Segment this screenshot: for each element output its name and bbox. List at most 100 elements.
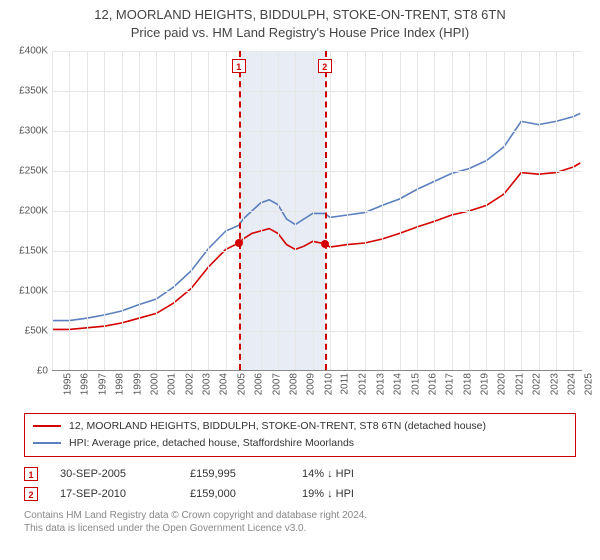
gridline-v <box>382 51 383 370</box>
sale-marker <box>235 239 243 247</box>
footer-line-1: Contains HM Land Registry data © Crown c… <box>24 510 367 521</box>
event-pct: 19% ↓ HPI <box>302 488 354 500</box>
legend-item: HPI: Average price, detached house, Staf… <box>33 435 567 452</box>
x-tick-label: 1995 <box>62 373 73 395</box>
gridline-v <box>122 51 123 370</box>
event-price: £159,000 <box>190 488 280 500</box>
gridline-v <box>521 51 522 370</box>
gridline-v <box>486 51 487 370</box>
gridline-v <box>104 51 105 370</box>
gridline-v <box>208 51 209 370</box>
legend-swatch <box>33 437 61 449</box>
chart-title: 12, MOORLAND HEIGHTS, BIDDULPH, STOKE-ON… <box>10 6 590 41</box>
gridline-v <box>452 51 453 370</box>
gridline-v <box>347 51 348 370</box>
event-line <box>325 51 327 370</box>
y-tick-label: £250K <box>19 166 48 177</box>
x-tick-label: 2018 <box>462 373 473 395</box>
x-tick-label: 2012 <box>358 373 369 395</box>
x-tick-label: 1996 <box>80 373 91 395</box>
gridline-h <box>52 51 582 52</box>
event-row: 1 30-SEP-2005 £159,995 14% ↓ HPI <box>24 467 576 481</box>
y-tick-label: £200K <box>19 206 48 217</box>
gridline-v <box>139 51 140 370</box>
x-tick-label: 2004 <box>219 373 230 395</box>
x-tick-label: 2020 <box>497 373 508 395</box>
y-tick-label: £100K <box>19 286 48 297</box>
event-pct: 14% ↓ HPI <box>302 468 354 480</box>
x-tick-label: 2010 <box>323 373 334 395</box>
event-line <box>239 51 241 370</box>
footer-line-2: This data is licensed under the Open Gov… <box>24 523 306 534</box>
x-tick-label: 2016 <box>427 373 438 395</box>
event-row: 2 17-SEP-2010 £159,000 19% ↓ HPI <box>24 487 576 501</box>
gridline-v <box>87 51 88 370</box>
event-badge: 2 <box>318 59 332 73</box>
event-date: 30-SEP-2005 <box>60 468 168 480</box>
y-tick-label: £400K <box>19 46 48 57</box>
y-tick-label: £0 <box>37 366 48 377</box>
event-badge: 1 <box>232 59 246 73</box>
x-tick-label: 2005 <box>236 373 247 395</box>
gridline-v <box>469 51 470 370</box>
title-line-2: Price paid vs. HM Land Registry's House … <box>131 25 469 40</box>
gridline-v <box>504 51 505 370</box>
gridline-v <box>226 51 227 370</box>
events-table: 1 30-SEP-2005 £159,995 14% ↓ HPI 2 17-SEP-201… <box>24 467 576 501</box>
gridline-v <box>573 51 574 370</box>
event-price: £159,995 <box>190 468 280 480</box>
plot-area: 12 <box>52 51 582 371</box>
x-tick-label: 2001 <box>167 373 178 395</box>
title-line-1: 12, MOORLAND HEIGHTS, BIDDULPH, STOKE-ON… <box>94 7 506 22</box>
gridline-v <box>156 51 157 370</box>
x-tick-label: 2014 <box>392 373 403 395</box>
gridline-h <box>52 291 582 292</box>
x-tick-label: 2015 <box>410 373 421 395</box>
gridline-h <box>52 211 582 212</box>
gridline-v <box>330 51 331 370</box>
x-tick-label: 1998 <box>114 373 125 395</box>
x-tick-label: 2006 <box>253 373 264 395</box>
x-tick-label: 2003 <box>201 373 212 395</box>
gridline-v <box>365 51 366 370</box>
x-tick-label: 2000 <box>149 373 160 395</box>
gridline-h <box>52 131 582 132</box>
x-tick-label: 2019 <box>479 373 490 395</box>
y-tick-label: £150K <box>19 246 48 257</box>
legend-swatch <box>33 420 61 432</box>
x-tick-label: 1999 <box>132 373 143 395</box>
event-row-badge: 1 <box>24 467 38 481</box>
y-tick-label: £350K <box>19 86 48 97</box>
gridline-h <box>52 171 582 172</box>
event-row-badge: 2 <box>24 487 38 501</box>
gridline-h <box>52 91 582 92</box>
gridline-v <box>539 51 540 370</box>
legend: 12, MOORLAND HEIGHTS, BIDDULPH, STOKE-ON… <box>24 413 576 457</box>
x-tick-label: 2017 <box>445 373 456 395</box>
x-tick-label: 2011 <box>340 373 351 395</box>
x-tick-label: 2008 <box>288 373 299 395</box>
line-chart: 12 £0£50K£100K£150K£200K£250K£300K£350K£… <box>10 47 590 407</box>
footer-attribution: Contains HM Land Registry data © Crown c… <box>24 509 576 536</box>
series-hpi <box>52 113 580 320</box>
event-date: 17-SEP-2010 <box>60 488 168 500</box>
gridline-v <box>52 51 53 370</box>
y-tick-label: £50K <box>25 326 48 337</box>
sale-marker <box>321 240 329 248</box>
series-subject <box>52 163 580 329</box>
x-tick-label: 2021 <box>514 373 525 395</box>
x-tick-label: 2022 <box>531 373 542 395</box>
legend-label: 12, MOORLAND HEIGHTS, BIDDULPH, STOKE-ON… <box>69 418 486 435</box>
gridline-v <box>313 51 314 370</box>
gridline-v <box>243 51 244 370</box>
x-tick-label: 2025 <box>584 373 595 395</box>
x-tick-label: 2002 <box>184 373 195 395</box>
gridline-v <box>278 51 279 370</box>
gridline-v <box>417 51 418 370</box>
x-tick-label: 2009 <box>306 373 317 395</box>
gridline-h <box>52 251 582 252</box>
gridline-v <box>400 51 401 370</box>
y-tick-label: £300K <box>19 126 48 137</box>
gridline-v <box>69 51 70 370</box>
gridline-v <box>295 51 296 370</box>
